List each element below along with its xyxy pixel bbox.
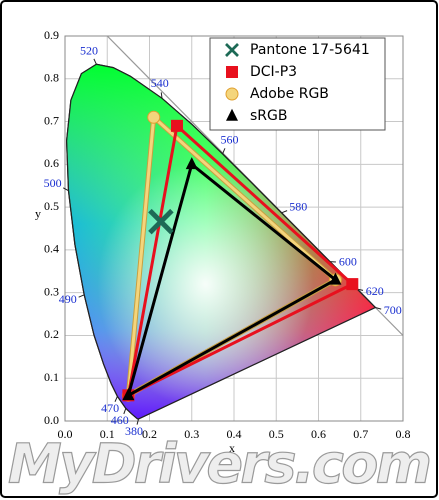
wavelength-label: 600 bbox=[339, 254, 357, 268]
wavelength-label: 580 bbox=[289, 199, 307, 213]
legend-label: Adobe RGB bbox=[250, 86, 329, 102]
legend-marker bbox=[225, 43, 239, 57]
wavelength-tick bbox=[78, 294, 85, 298]
marker bbox=[329, 272, 342, 285]
wavelength-tick bbox=[160, 92, 163, 99]
x-axis-label: x bbox=[229, 441, 235, 455]
watermark: MyDrivers.com bbox=[8, 433, 432, 496]
wavelength-label: 490 bbox=[59, 292, 77, 306]
y-tick-label: 0.0 bbox=[44, 413, 59, 427]
wavelength-tick bbox=[281, 210, 288, 214]
marker bbox=[148, 208, 174, 235]
x-tick-label: 0.3 bbox=[184, 427, 199, 441]
y-tick-label: 0.2 bbox=[44, 327, 59, 341]
x-tick-label: 0.6 bbox=[311, 427, 326, 441]
y-tick-label: 0.9 bbox=[44, 28, 59, 42]
x-tick-label: 0.4 bbox=[227, 427, 242, 441]
y-axis-label: y bbox=[35, 206, 41, 220]
plot-frame bbox=[64, 35, 404, 422]
marker bbox=[122, 388, 135, 401]
x-tick-label: 0.5 bbox=[269, 427, 284, 441]
wavelength-label: 700 bbox=[384, 303, 402, 317]
wavelength-tick bbox=[123, 408, 127, 415]
gamut bbox=[126, 122, 355, 399]
wavelength-label: 470 bbox=[101, 401, 119, 415]
x-tick-label: 0.0 bbox=[58, 427, 73, 441]
y-tick-label: 0.5 bbox=[44, 199, 59, 213]
wavelength-tick bbox=[375, 307, 382, 310]
wavelength-tick bbox=[136, 418, 140, 425]
y-tick-label: 0.8 bbox=[44, 71, 59, 85]
legend bbox=[209, 37, 386, 131]
wavelength-tick bbox=[62, 187, 69, 192]
wavelength-tick bbox=[93, 58, 97, 65]
y-tick-label: 0.4 bbox=[44, 242, 59, 256]
wavelength-label: 500 bbox=[44, 176, 62, 190]
y-tick-label: 0.7 bbox=[44, 113, 59, 127]
marker bbox=[170, 119, 183, 132]
legend-marker bbox=[226, 108, 238, 121]
locus-shade bbox=[66, 64, 376, 419]
marker bbox=[185, 157, 198, 170]
y-tick-label: 0.3 bbox=[44, 284, 59, 298]
legend-label: DCI-P3 bbox=[250, 64, 297, 80]
legend-label: sRGB bbox=[250, 108, 287, 124]
wavelength-label: 520 bbox=[80, 43, 98, 57]
wavelength-label: 460 bbox=[111, 413, 129, 427]
y-tick-label: 0.1 bbox=[44, 370, 59, 384]
wavelength-label: 560 bbox=[221, 133, 239, 147]
legend-marker bbox=[226, 66, 238, 78]
x-tick-label: 0.2 bbox=[142, 427, 157, 441]
x-tick-label: 0.7 bbox=[353, 427, 368, 441]
legend-label: Pantone 17-5641 bbox=[250, 42, 370, 58]
wavelength-label: 380 bbox=[125, 424, 143, 438]
marker bbox=[346, 278, 359, 291]
marker bbox=[147, 110, 161, 124]
gamut bbox=[125, 161, 339, 399]
x-tick-label: 0.8 bbox=[396, 427, 411, 441]
y-tick-label: 0.6 bbox=[44, 156, 59, 170]
wavelength-label: 540 bbox=[151, 76, 169, 90]
wavelength-tick bbox=[222, 148, 226, 155]
wavelength-label: 620 bbox=[366, 284, 384, 298]
x-tick-label: 0.1 bbox=[100, 427, 115, 441]
wavelength-tick bbox=[114, 396, 118, 402]
legend-marker bbox=[225, 87, 239, 101]
